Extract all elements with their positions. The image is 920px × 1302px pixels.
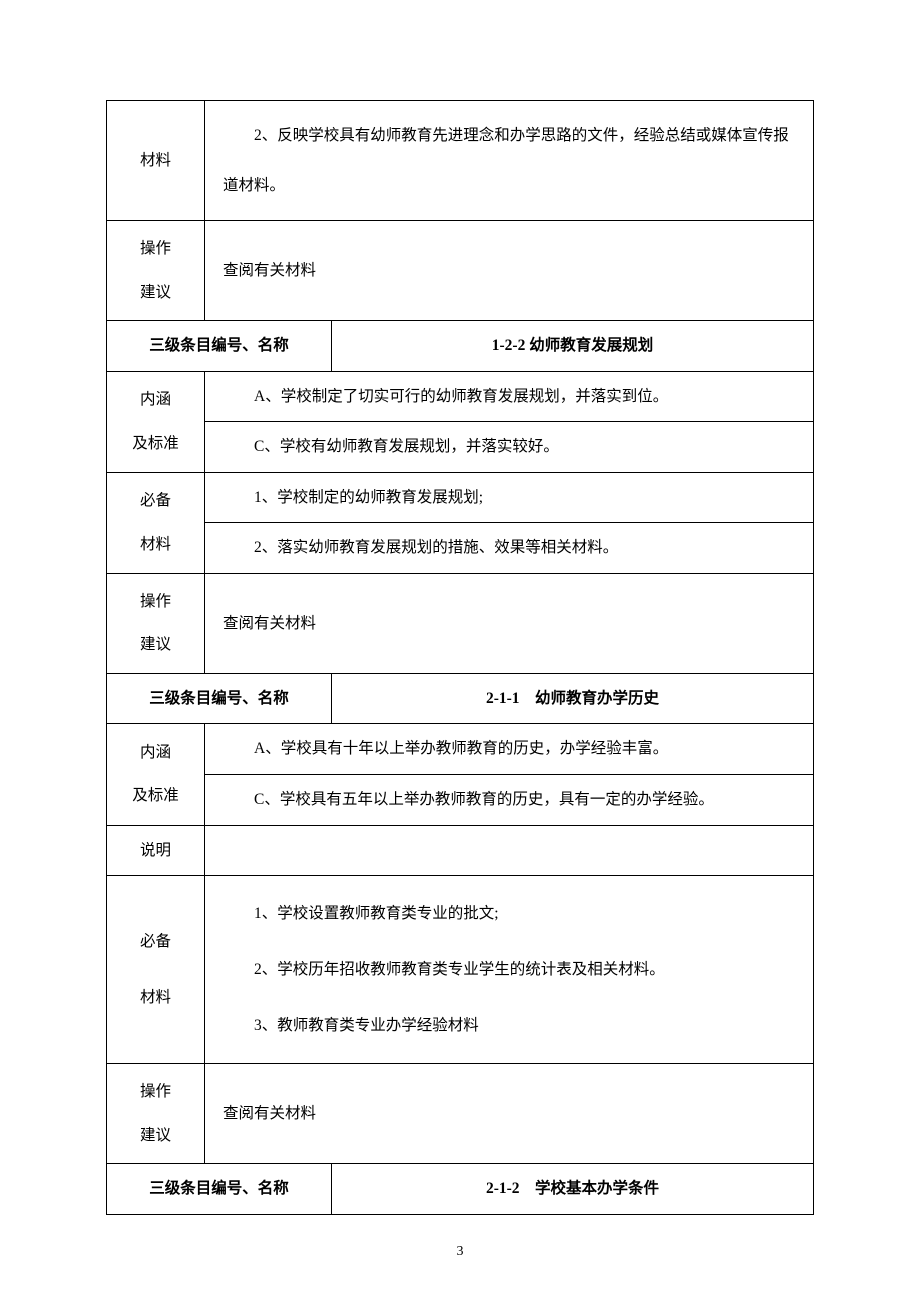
label-text: 建议	[107, 623, 204, 666]
standard-label: 内涵 及标准	[107, 371, 205, 472]
page-number: 3	[0, 1244, 920, 1260]
label-text: 及标准	[107, 422, 204, 465]
label-text: 料	[156, 152, 172, 169]
material-label: 材料	[107, 101, 205, 221]
section-header-label: 三级条目编号、名称	[107, 673, 332, 724]
operation-content: 查阅有关材料	[205, 573, 814, 673]
standard-content: C、学校具有五年以上举办教师教育的历史，具有一定的办学经验。	[205, 774, 814, 825]
material-label: 必备 材料	[107, 472, 205, 573]
table-row: 内涵 及标准 A、学校制定了切实可行的幼师教育发展规划，并落实到位。	[107, 371, 814, 422]
table-row: 操作 建议 查阅有关材料	[107, 1064, 814, 1164]
section-header-row: 三级条目编号、名称 2-1-2 学校基本办学条件	[107, 1164, 814, 1215]
note-label: 说明	[107, 825, 205, 876]
label-text: 必备	[107, 914, 204, 970]
label-text: 材料	[107, 970, 204, 1026]
standard-content: A、学校制定了切实可行的幼师教育发展规划，并落实到位。	[205, 371, 814, 422]
label-text: 操作	[107, 580, 204, 623]
operation-label: 操作 建议	[107, 573, 205, 673]
label-text: 材料	[107, 523, 204, 566]
label-text: 操作	[107, 227, 204, 270]
section-header-label: 三级条目编号、名称	[107, 1164, 332, 1215]
operation-content: 查阅有关材料	[205, 1064, 814, 1164]
material-content: 2、反映学校具有幼师教育先进理念和办学思路的文件，经验总结或媒体宣传报道材料。	[205, 101, 814, 221]
material-label: 必备 材料	[107, 876, 205, 1064]
table-row: 操作 建议 查阅有关材料	[107, 573, 814, 673]
section-header-value: 2-1-2 学校基本办学条件	[332, 1164, 814, 1215]
note-content	[205, 825, 814, 876]
standard-content: C、学校有幼师教育发展规划，并落实较好。	[205, 422, 814, 473]
section-header-value: 1-2-2 幼师教育发展规划	[332, 320, 814, 371]
operation-content: 查阅有关材料	[205, 221, 814, 321]
standard-label: 内涵 及标准	[107, 724, 205, 825]
label-text: 及标准	[107, 774, 204, 817]
table-row: 材料 2、反映学校具有幼师教育先进理念和办学思路的文件，经验总结或媒体宣传报道材…	[107, 101, 814, 221]
operation-label: 操作 建议	[107, 221, 205, 321]
section-header-label: 三级条目编号、名称	[107, 320, 332, 371]
label-text: 内涵	[107, 731, 204, 774]
material-content: 1、学校设置教师教育类专业的批文; 2、学校历年招收教师教育类专业学生的统计表及…	[205, 876, 814, 1064]
label-text: 内涵	[107, 378, 204, 421]
section-header-row: 三级条目编号、名称 2-1-1 幼师教育办学历史	[107, 673, 814, 724]
document-table: 材料 2、反映学校具有幼师教育先进理念和办学思路的文件，经验总结或媒体宣传报道材…	[106, 100, 814, 1215]
section-header-value: 2-1-1 幼师教育办学历史	[332, 673, 814, 724]
table-row: C、学校具有五年以上举办教师教育的历史，具有一定的办学经验。	[107, 774, 814, 825]
material-line: 2、学校历年招收教师教育类专业学生的统计表及相关材料。	[223, 942, 803, 998]
material-line: 1、学校设置教师教育类专业的批文;	[223, 886, 803, 942]
material-content: 2、落实幼师教育发展规划的措施、效果等相关材料。	[205, 523, 814, 574]
table-row: 操作 建议 查阅有关材料	[107, 221, 814, 321]
label-text: 必备	[107, 479, 204, 522]
table-row: 必备 材料 1、学校制定的幼师教育发展规划;	[107, 472, 814, 523]
label-text: 操作	[107, 1070, 204, 1113]
operation-label: 操作 建议	[107, 1064, 205, 1164]
material-content: 1、学校制定的幼师教育发展规划;	[205, 472, 814, 523]
section-header-row: 三级条目编号、名称 1-2-2 幼师教育发展规划	[107, 320, 814, 371]
table-row: C、学校有幼师教育发展规划，并落实较好。	[107, 422, 814, 473]
table-row: 内涵 及标准 A、学校具有十年以上举办教师教育的历史，办学经验丰富。	[107, 724, 814, 775]
table-row: 说明	[107, 825, 814, 876]
label-text: 建议	[107, 271, 204, 314]
standard-content: A、学校具有十年以上举办教师教育的历史，办学经验丰富。	[205, 724, 814, 775]
label-text: 建议	[107, 1114, 204, 1157]
table-row: 2、落实幼师教育发展规划的措施、效果等相关材料。	[107, 523, 814, 574]
material-line: 3、教师教育类专业办学经验材料	[223, 998, 803, 1054]
label-text: 材	[140, 152, 156, 169]
table-row: 必备 材料 1、学校设置教师教育类专业的批文; 2、学校历年招收教师教育类专业学…	[107, 876, 814, 1064]
